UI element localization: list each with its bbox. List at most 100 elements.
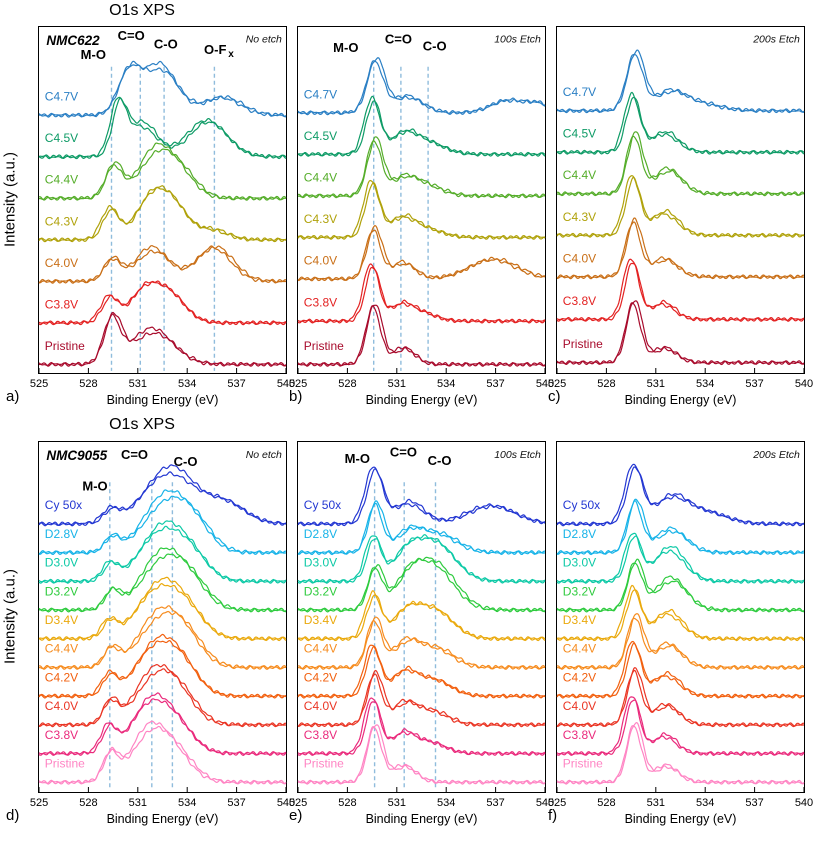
spectrum-c-c38v-replicate [556, 258, 805, 322]
peak-annotation: C=O [385, 32, 412, 47]
spectrum-c-c44v [556, 135, 805, 197]
trace-label: C4.3V [45, 214, 78, 228]
trace-label: D3.0V [304, 556, 337, 570]
spectrum-e-pristine-replicate [297, 724, 546, 785]
trace-label: Cy 50x [304, 498, 341, 512]
spectrum-a-c47v-replicate [38, 60, 287, 118]
x-tick-label: 528 [597, 378, 615, 390]
trace-label: D2.8V [45, 527, 78, 541]
spectrum-f-c42v-replicate [556, 640, 805, 699]
spectrum-e-d28v-replicate [297, 500, 546, 556]
trace-label: D3.2V [304, 584, 337, 598]
etch-label: No etch [246, 34, 282, 46]
x-tick-label: 525 [289, 378, 307, 390]
spectrum-c-pristine-replicate [556, 300, 805, 366]
spectrum-a-c43v [38, 185, 287, 243]
plot-frame [38, 26, 287, 374]
peak-annotation: C=O [390, 445, 417, 460]
x-tick-label: 531 [388, 378, 406, 390]
spectrum-c-pristine [556, 302, 805, 366]
trace-label: C4.0V [45, 256, 78, 270]
spectrum-b-c38v-replicate [297, 263, 546, 324]
trace-label: Pristine [304, 757, 344, 771]
spectrum-f-c40v-replicate [556, 667, 804, 728]
spectrum-f-c42v [556, 642, 805, 699]
spectrum-f-c44v-replicate [556, 613, 805, 670]
x-tick-label: 534 [696, 797, 714, 809]
panel-c: Pristine C3.8V C4.0V C4.3V C4.4V C4.5V C4.7V 20… [548, 26, 813, 407]
x-tick-label: 528 [338, 797, 356, 809]
x-tick-label: 531 [129, 797, 147, 809]
trace-label: C4.5V [304, 129, 337, 143]
x-tick-label: 537 [486, 797, 504, 809]
spectrum-a-c43v-replicate [38, 187, 287, 243]
trace-label: C4.0V [304, 253, 337, 267]
x-tick-label: 531 [647, 797, 665, 809]
trace-label: C4.3V [563, 210, 596, 224]
plot-frame [556, 26, 805, 374]
panel-b: Pristine C3.8V C4.0V C4.3V C4.4V C4.5V C4.7V M-… [289, 26, 554, 407]
plot-frame [556, 441, 805, 793]
spectrum-c-c40v-replicate [556, 217, 805, 280]
trace-label: D3.0V [563, 556, 596, 570]
x-tick-label: 525 [548, 797, 566, 809]
x-tick-label: 534 [437, 378, 455, 390]
x-tick-label: 534 [178, 378, 196, 390]
x-tick-label: 534 [178, 797, 196, 809]
spectrum-c-c38v [556, 262, 805, 322]
trace-label: C4.4V [304, 170, 337, 184]
trace-label: C4.0V [563, 251, 596, 265]
spectrum-d-d32v [38, 547, 286, 613]
peak-annotation: M-O [333, 40, 358, 55]
trace-label: Cy 50x [563, 498, 600, 512]
spectrum-b-c44v [297, 140, 546, 199]
x-tick-label: 534 [437, 797, 455, 809]
plot-frame [38, 441, 287, 793]
x-tick-label: 531 [388, 797, 406, 809]
etch-label: 200s Etch [752, 449, 800, 461]
figure-title-top: O1s XPS [109, 2, 175, 19]
spectrum-f-d30v-replicate [556, 532, 805, 584]
x-tick-label: 525 [289, 797, 307, 809]
x-tick-label: 531 [647, 378, 665, 390]
panel-e: Pristine C3.8V C4.0V C4.2V C4.4V D3.4V D3.2V D3… [289, 441, 554, 826]
spectrum-d-pristine [38, 720, 287, 785]
x-tick-label: 540 [795, 378, 813, 390]
spectrum-f-d32v [556, 562, 804, 613]
spectrum-c-c44v-replicate [556, 131, 805, 197]
spectrum-b-pristine-replicate [297, 304, 546, 367]
spectrum-c-c45v-replicate [556, 91, 805, 155]
spectrum-b-c43v [297, 182, 546, 240]
etch-label: 200s Etch [752, 34, 800, 46]
x-tick-label: 528 [597, 797, 615, 809]
spectrum-d-c42v-replicate [38, 640, 287, 699]
etch-label: 100s Etch [494, 449, 541, 461]
trace-label: C4.7V [304, 87, 337, 101]
panel-letter-f: f) [548, 807, 558, 824]
y-axis-label-bottom: Intensity (a.u.) [1, 568, 19, 665]
peak-annotation: C-O [423, 39, 447, 54]
x-axis-label: Binding Energy (eV) [107, 812, 219, 826]
spectrum-c-c43v [556, 176, 805, 238]
sample-label: NMC622 [46, 33, 100, 48]
x-tick-label: 528 [79, 797, 97, 809]
x-tick-label: 540 [277, 378, 295, 390]
x-tick-label: 537 [486, 378, 504, 390]
spectrum-b-c40v-replicate [297, 225, 546, 282]
peak-annotation: M-O [345, 451, 370, 466]
trace-label: C4.0V [45, 699, 78, 713]
trace-label: C4.0V [304, 699, 337, 713]
trace-label: C4.4V [563, 168, 596, 182]
spectrum-f-d34v-replicate [556, 584, 805, 642]
spectrum-b-c44v-replicate [298, 136, 546, 199]
spectrum-f-cy50x-replicate [556, 463, 805, 527]
spectrum-f-d28v-replicate [556, 498, 805, 556]
y-axis-label-top: Intensity (a.u.) [1, 151, 19, 248]
spectrum-d-cy50x-replicate [38, 471, 287, 527]
x-tick-label: 537 [745, 378, 763, 390]
spectrum-b-c45v-replicate [297, 95, 546, 157]
spectrum-f-d32v-replicate [556, 558, 805, 613]
plot-frame [297, 26, 546, 374]
spectrum-f-pristine-replicate [556, 722, 805, 785]
